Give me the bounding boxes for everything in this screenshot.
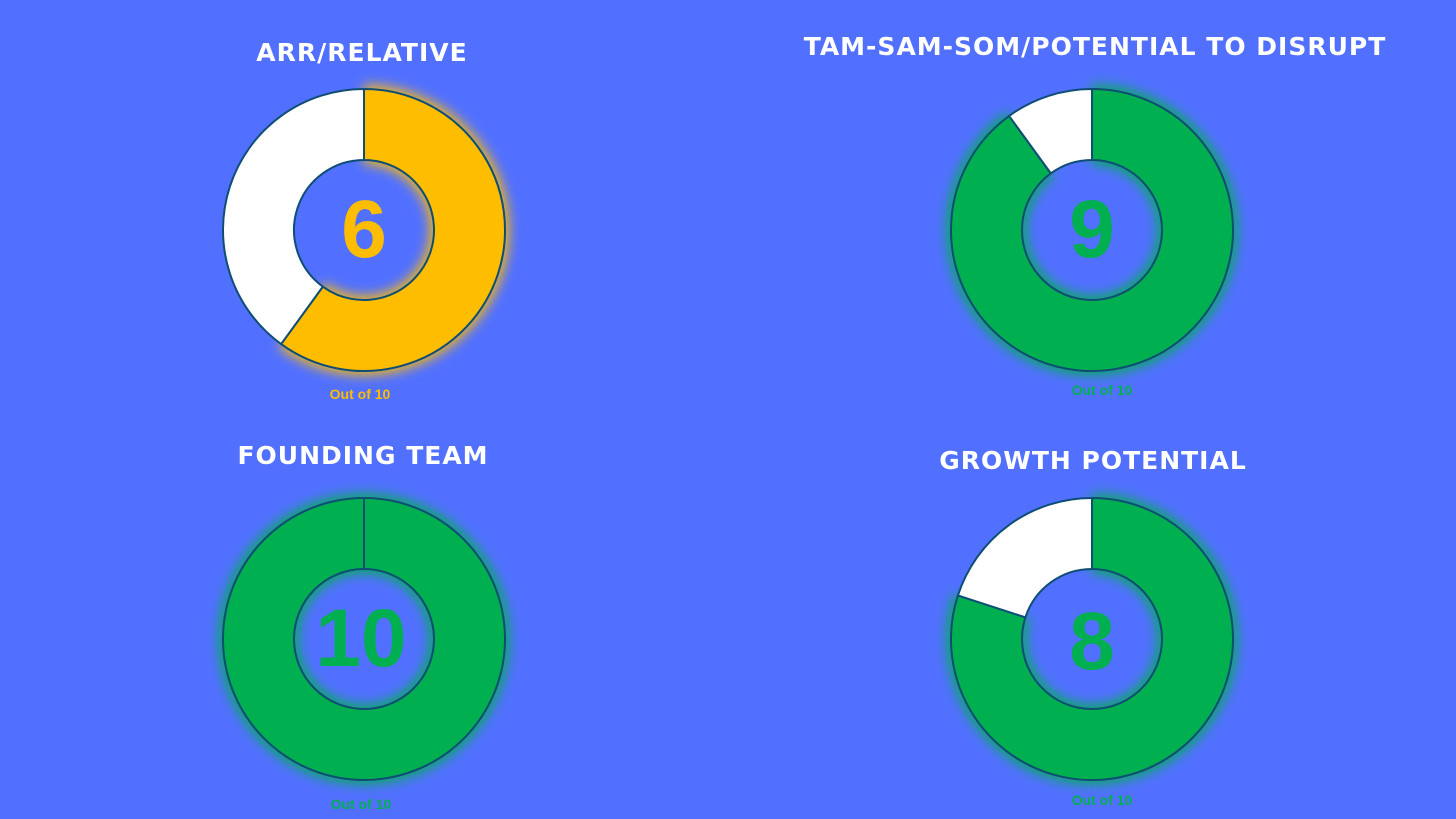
score-caption: Out of 10 [330, 796, 392, 812]
donut-slice-score [280, 88, 506, 372]
donut-slice-remaining [1008, 88, 1093, 175]
chart-title: FOUNDING TEAM [237, 441, 489, 470]
score-value: 10 [315, 593, 407, 684]
chart-title: GROWTH POTENTIAL [939, 446, 1247, 475]
score-caption: Out of 10 [1071, 792, 1133, 808]
donut-glow [278, 85, 509, 376]
score-value: 9 [1069, 184, 1115, 275]
score-caption: Out of 10 [1071, 382, 1133, 398]
score-value: 6 [341, 184, 387, 275]
score-value: 8 [1069, 596, 1115, 687]
chart-title: ARR/RELATIVE [256, 38, 468, 67]
score-caption: Out of 10 [329, 386, 391, 402]
chart-title: TAM-SAM-SOM/POTENTIAL TO DISRUPT [803, 32, 1387, 61]
